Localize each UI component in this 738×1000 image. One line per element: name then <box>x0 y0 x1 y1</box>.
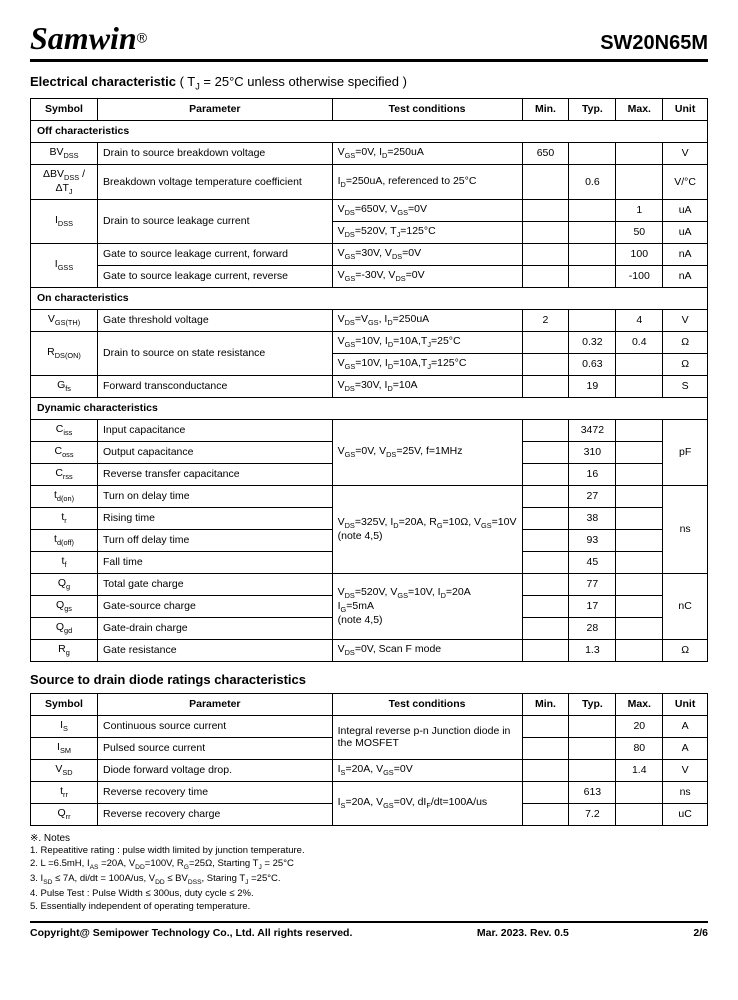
table-row: RDS(ON) Drain to source on state resista… <box>31 331 708 353</box>
table-row: Gate to source leakage current, reverse … <box>31 265 708 287</box>
table-row: Rg Gate resistance VDS=0V, Scan F mode 1… <box>31 639 708 661</box>
page-container: Samwin® SW20N65M Electrical characterist… <box>0 0 738 949</box>
col-unit: Unit <box>663 98 708 120</box>
table-row: VGS(TH) Gate threshold voltage VDS=VGS, … <box>31 309 708 331</box>
notes-block: ※. Notes 1. Repeatitive rating : pulse w… <box>30 832 708 914</box>
footer-page-number: 2/6 <box>693 927 708 939</box>
footer-copyright: Copyright@ Semipower Technology Co., Ltd… <box>30 927 352 939</box>
table-header-row: Symbol Parameter Test conditions Min. Ty… <box>31 693 708 715</box>
sub-header-dynamic: Dynamic characteristics <box>31 397 708 419</box>
registered-mark: ® <box>137 30 147 46</box>
table-row: BVDSS Drain to source breakdown voltage … <box>31 142 708 164</box>
table-row: td(on) Turn on delay time VDS=325V, ID=2… <box>31 485 708 507</box>
table-row: IDSS Drain to source leakage current VDS… <box>31 199 708 221</box>
table-row: Ciss Input capacitance VGS=0V, VDS=25V, … <box>31 419 708 441</box>
table-row: ΔBVDSS / ΔTJ Breakdown voltage temperatu… <box>31 164 708 199</box>
note-2: 2. L =6.5mH, IAS =20A, VDD=100V, RG=25Ω,… <box>30 858 708 873</box>
note-4: 4. Pulse Test : Pulse Width ≤ 300us, dut… <box>30 888 708 901</box>
page-footer: Copyright@ Semipower Technology Co., Ltd… <box>30 921 708 939</box>
col-parameter: Parameter <box>98 98 333 120</box>
col-min: Min. <box>522 98 569 120</box>
note-5: 5. Essentially independent of operating … <box>30 901 708 914</box>
note-3: 3. ISD ≤ 7A, di/dt = 100A/us, VDD ≤ BVDS… <box>30 873 708 888</box>
logo-text: Samwin <box>30 20 137 56</box>
sub-header-off: Off characteristics <box>31 120 708 142</box>
section-title-electrical: Electrical characteristic ( TJ = 25°C un… <box>30 74 708 92</box>
col-typ: Typ. <box>569 98 616 120</box>
table-header-row: Symbol Parameter Test conditions Min. Ty… <box>31 98 708 120</box>
table-row: VSD Diode forward voltage drop. IS=20A, … <box>31 759 708 781</box>
part-number: SW20N65M <box>600 32 708 55</box>
footer-revision: Mar. 2023. Rev. 0.5 <box>477 927 569 939</box>
table-row: IS Continuous source current Integral re… <box>31 715 708 737</box>
electrical-characteristics-table: Symbol Parameter Test conditions Min. Ty… <box>30 98 708 662</box>
notes-title: ※. Notes <box>30 832 708 846</box>
table-row: Gfs Forward transconductance VDS=30V, ID… <box>31 375 708 397</box>
col-symbol: Symbol <box>31 98 98 120</box>
table-row: IGSS Gate to source leakage current, for… <box>31 243 708 265</box>
diode-characteristics-table: Symbol Parameter Test conditions Min. Ty… <box>30 693 708 826</box>
logo-block: Samwin® <box>30 20 147 57</box>
section-title-diode: Source to drain diode ratings characteri… <box>30 672 708 687</box>
sub-header-on: On characteristics <box>31 287 708 309</box>
table-row: trr Reverse recovery time IS=20A, VGS=0V… <box>31 781 708 803</box>
table-row: Qg Total gate charge VDS=520V, VGS=10V, … <box>31 573 708 595</box>
col-max: Max. <box>616 98 663 120</box>
note-1: 1. Repeatitive rating : pulse width limi… <box>30 845 708 858</box>
page-header: Samwin® SW20N65M <box>30 20 708 62</box>
col-conditions: Test conditions <box>332 98 522 120</box>
